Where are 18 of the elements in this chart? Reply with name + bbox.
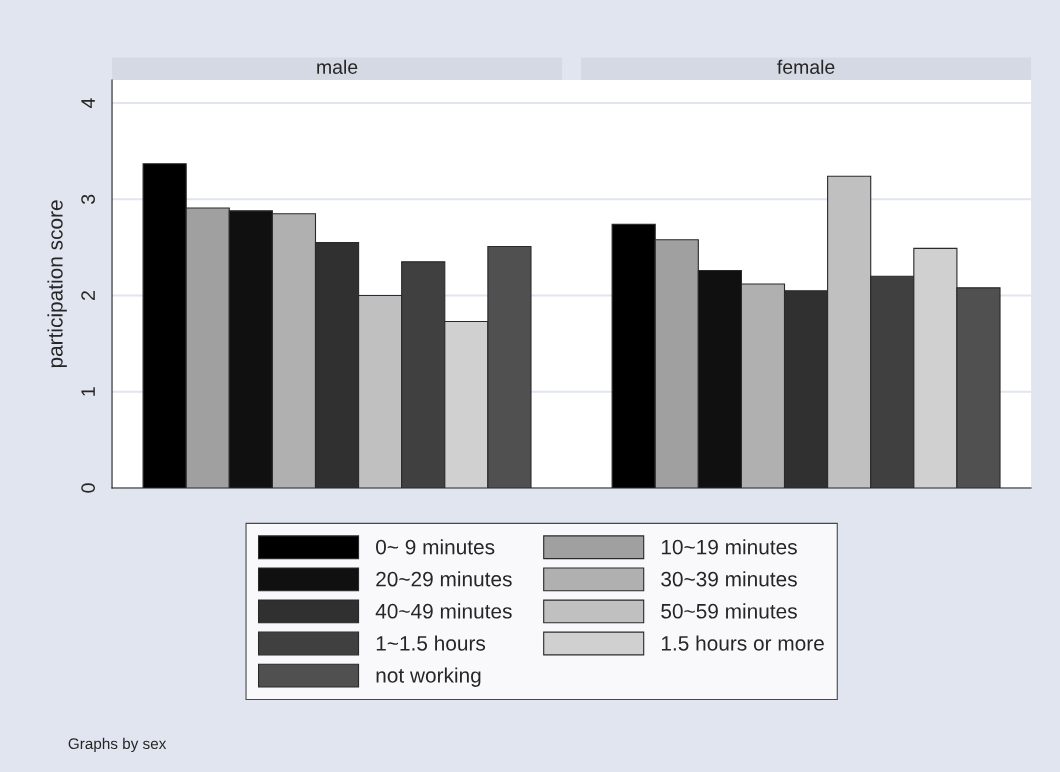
legend-label: 1~1.5 hours bbox=[376, 635, 486, 651]
legend-label: 1.5 hours or more bbox=[661, 635, 824, 651]
legend-label: 10~19 minutes bbox=[661, 539, 797, 555]
legend-label: 50~59 minutes bbox=[661, 603, 797, 619]
legend-label: 30~39 minutes bbox=[661, 571, 797, 587]
legend-label: 20~29 minutes bbox=[376, 571, 512, 587]
x-tick-label: male bbox=[317, 59, 358, 74]
y-tick-label: 1 bbox=[81, 387, 95, 396]
legend-label: 0~ 9 minutes bbox=[376, 539, 495, 555]
x-tick-label: female bbox=[777, 59, 835, 74]
legend-label: 40~49 minutes bbox=[375, 603, 512, 619]
y-tick-label: 3 bbox=[81, 194, 95, 204]
y-axis-title: participation score bbox=[47, 200, 67, 368]
legend-label: not working bbox=[376, 667, 481, 687]
y-tick-label: 4 bbox=[81, 98, 95, 109]
y-tick-label: 2 bbox=[81, 291, 95, 300]
text: Graphs by sex bbox=[68, 737, 167, 753]
y-tick-label: 0 bbox=[81, 483, 95, 493]
